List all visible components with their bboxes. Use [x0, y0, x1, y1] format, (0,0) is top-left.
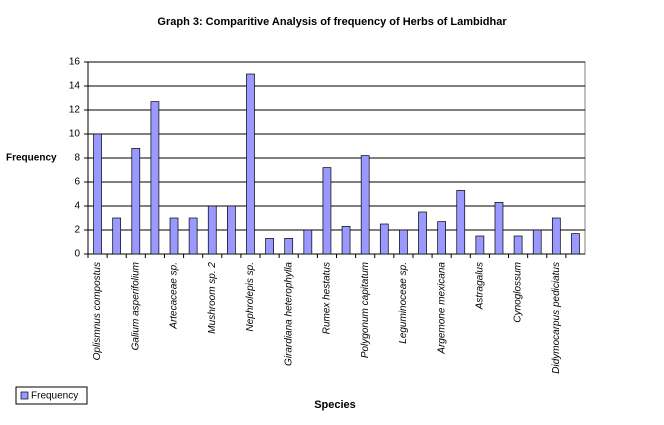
- bar: [341, 226, 351, 255]
- x-tick-label: Didymocarpus pediciatus: [551, 262, 562, 374]
- bar: [494, 202, 504, 255]
- legend-box: [15, 386, 88, 405]
- x-tick-label: Argemone mexicana: [436, 262, 447, 355]
- bar: [284, 238, 294, 255]
- bar: [360, 155, 370, 255]
- bar: [322, 167, 332, 255]
- y-tick-label: 4: [74, 201, 80, 212]
- x-tick-label: Artecaceae sp.: [169, 262, 180, 330]
- y-axis-title: Frequency: [6, 153, 57, 164]
- y-tick-label: 6: [74, 177, 80, 188]
- bar: [571, 233, 580, 255]
- y-tick-label: 14: [69, 81, 81, 92]
- y-tick-label: 8: [74, 153, 80, 164]
- x-axis-title: Species: [314, 399, 356, 411]
- bar: [551, 217, 561, 255]
- x-tick-label: Astragalus: [475, 262, 486, 310]
- bar: [131, 148, 141, 255]
- bar: [227, 205, 236, 255]
- bar: [437, 221, 446, 255]
- legend-swatch: [20, 391, 29, 400]
- bar: [246, 73, 255, 255]
- bar: [112, 217, 122, 255]
- y-tick-label: 10: [69, 129, 81, 140]
- x-tick-label: Mushroom sp. 2: [207, 262, 218, 334]
- bar: [150, 101, 160, 255]
- y-tick-label: 16: [69, 57, 81, 68]
- x-tick-label: Polygonum capitatum: [360, 262, 371, 358]
- x-tick-label: Leguminoceae sp.: [398, 262, 409, 344]
- y-tick-label: 0: [74, 249, 80, 260]
- x-tick-label: Cynoglossum: [513, 262, 524, 323]
- y-tick-label: 2: [74, 225, 80, 236]
- bar: [265, 238, 274, 255]
- y-tick-label: 12: [69, 105, 81, 116]
- legend-label: Frequency: [31, 391, 78, 402]
- bar: [188, 217, 198, 255]
- x-tick-label: Girardiana heterophylla: [283, 262, 294, 366]
- x-tick-label: Oplismnus compostus: [92, 262, 103, 360]
- bar: [169, 217, 179, 255]
- bar: [93, 133, 102, 255]
- x-tick-label: Nephrolepis sp.: [245, 262, 256, 331]
- bar: [475, 235, 485, 255]
- bar: [456, 190, 466, 255]
- bar: [513, 235, 523, 255]
- x-tick-label: Rumex hestatus: [322, 262, 333, 334]
- bar: [303, 229, 313, 255]
- bar: [418, 211, 427, 255]
- chart-title: Graph 3: Comparitive Analysis of frequen…: [157, 16, 507, 28]
- bar: [532, 229, 542, 255]
- bar: [379, 223, 389, 255]
- x-tick-label: Galium asperifolium: [130, 262, 141, 350]
- bar: [207, 205, 217, 255]
- bar: [399, 229, 408, 255]
